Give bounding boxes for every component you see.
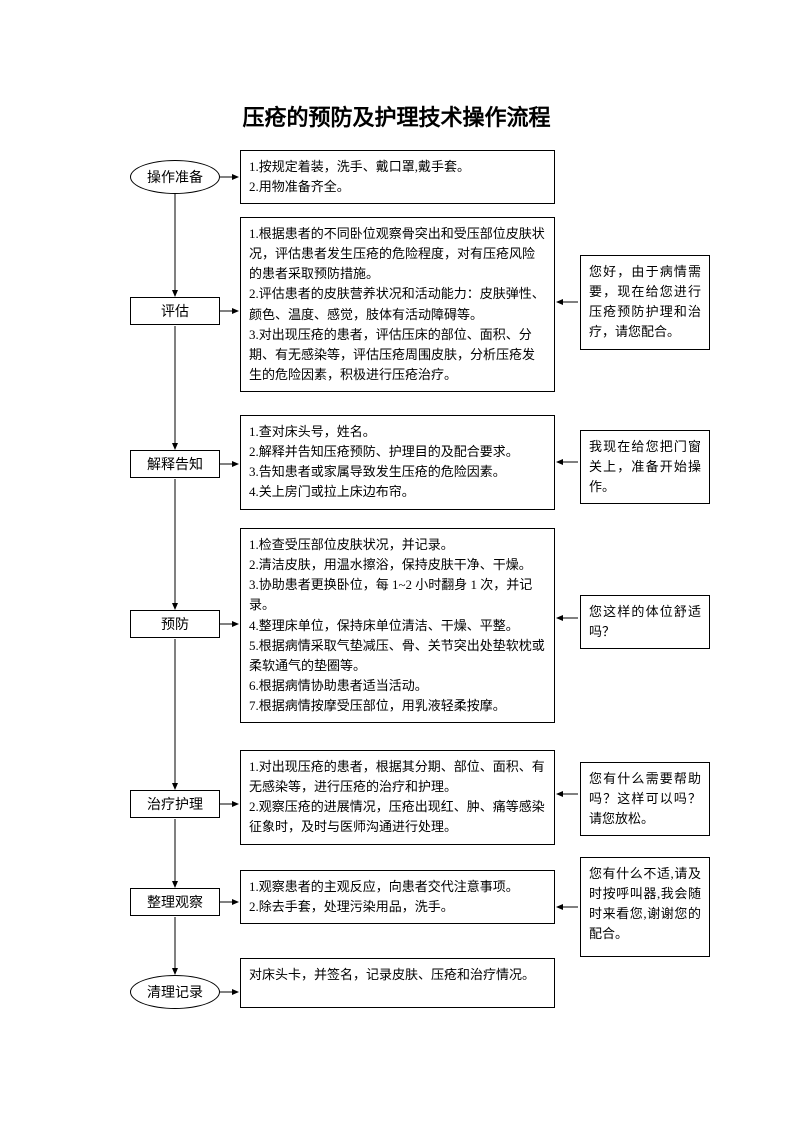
callout-explain: 我现在给您把门窗关上，准备开始操作。 [580, 430, 710, 504]
desc-prevent: 1.检查受压部位皮肤状况，并记录。 2.清洁皮肤，用温水擦浴，保持皮肤干净、干燥… [240, 528, 555, 723]
desc-prep: 1.按规定着装，洗手、戴口罩,戴手套。 2.用物准备齐全。 [240, 150, 555, 204]
flow-node-assess: 评估 [130, 297, 220, 325]
desc-observe: 1.观察患者的主观反应，向患者交代注意事项。 2.除去手套，处理污染用品，洗手。 [240, 870, 555, 924]
flowchart-page: 压疮的预防及护理技术操作流程 操作准备评估解释告知预防治疗护理整理观察清理记录 … [0, 0, 793, 1122]
flow-node-record: 清理记录 [130, 975, 220, 1009]
flow-node-explain: 解释告知 [130, 450, 220, 478]
flow-node-prep: 操作准备 [130, 160, 220, 194]
flow-node-treat: 治疗护理 [130, 790, 220, 818]
flow-node-prevent: 预防 [130, 610, 220, 638]
desc-record: 对床头卡，并签名，记录皮肤、压疮和治疗情况。 [240, 958, 555, 1008]
callout-observe: 您有什么不适,请及时按呼叫器,我会随时来看您,谢谢您的配合。 [580, 857, 710, 957]
page-title: 压疮的预防及护理技术操作流程 [0, 100, 793, 132]
desc-treat: 1.对出现压疮的患者，根据其分期、部位、面积、有无感染等，进行压疮的治疗和护理。… [240, 750, 555, 845]
callout-treat: 您有什么需要帮助吗？这样可以吗？请您放松。 [580, 762, 710, 836]
flow-node-observe: 整理观察 [130, 888, 220, 916]
desc-assess: 1.根据患者的不同卧位观察骨突出和受压部位皮肤状况，评估患者发生压疮的危险程度，… [240, 217, 555, 392]
desc-explain: 1.查对床头号，姓名。 2.解释并告知压疮预防、护理目的及配合要求。 3.告知患… [240, 415, 555, 510]
callout-assess: 您好，由于病情需要，现在给您进行压疮预防护理和治疗，请您配合。 [580, 255, 710, 350]
callout-prevent: 您这样的体位舒适吗？ [580, 595, 710, 649]
